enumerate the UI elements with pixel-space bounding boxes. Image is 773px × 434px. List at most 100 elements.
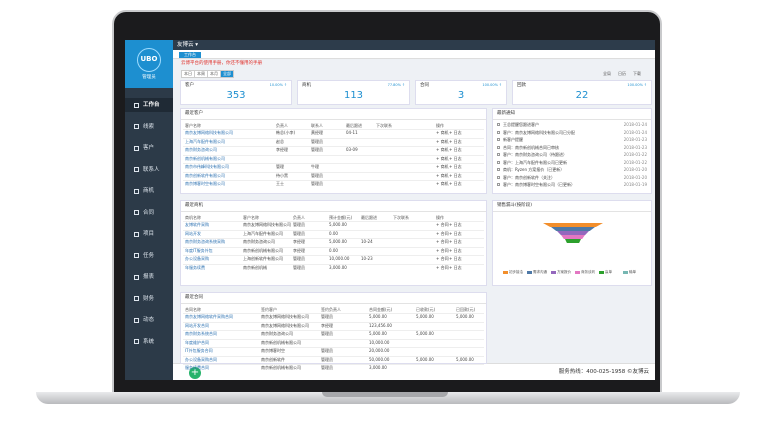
action[interactable]: + 日志 xyxy=(449,147,462,152)
menu-item[interactable]: 任务 xyxy=(143,252,155,259)
tool[interactable]: 下载 xyxy=(633,71,641,76)
cell[interactable]: 年度维护合同 xyxy=(185,339,209,345)
filter[interactable]: 本周 xyxy=(194,70,208,78)
add-button[interactable]: + xyxy=(189,367,201,379)
action[interactable]: + 日志 xyxy=(449,264,462,270)
action[interactable]: + 商机 xyxy=(436,130,449,135)
notice-text[interactable]: 客户：南京友博网络科技有限公司已分配 xyxy=(503,129,575,135)
notice-text[interactable]: 客户：南京博客时空有限公司（已更新） xyxy=(503,182,575,187)
checkbox[interactable] xyxy=(497,138,500,141)
filter[interactable]: 本月 xyxy=(207,70,221,78)
cell[interactable]: 上海汽车配件有限公司 xyxy=(185,138,225,144)
cell[interactable]: 年服务续费 xyxy=(185,264,205,270)
action[interactable]: + 日志 xyxy=(449,222,462,227)
menu-item[interactable]: 合同 xyxy=(143,209,155,216)
checkbox[interactable] xyxy=(497,175,500,179)
tool[interactable]: 全局 xyxy=(603,71,611,76)
action[interactable]: + 日志 xyxy=(449,172,462,178)
cell[interactable]: IT外包服务合同 xyxy=(185,348,213,353)
notice-text[interactable]: 合同：南京新创机械合同已审核 xyxy=(503,144,559,150)
action[interactable]: + 日志 xyxy=(449,181,462,186)
menu-item[interactable]: 报表 xyxy=(143,274,155,280)
notice-date: 2018-01-19 xyxy=(623,182,647,187)
action[interactable]: + 日志 xyxy=(449,230,462,236)
menu-item[interactable]: 财务 xyxy=(143,295,155,302)
notice-text[interactable]: 商机：Ryzen 方案报价（已更新） xyxy=(503,167,565,172)
menu-item[interactable]: 商机 xyxy=(143,188,155,194)
cell[interactable]: 南京新创机械有限公司 xyxy=(185,155,225,161)
menu-item[interactable]: 联系人 xyxy=(143,166,160,173)
action[interactable]: + 商机 xyxy=(436,181,449,186)
menu-item[interactable]: 动态 xyxy=(143,317,155,323)
action[interactable]: + 合同 xyxy=(436,264,449,270)
notice[interactable]: 云博平台的使用手册，你还不懂用的手册 xyxy=(181,61,262,66)
cell[interactable]: 南京财务咨询系统采购 xyxy=(185,239,225,244)
cell: 管理员 xyxy=(321,356,333,362)
action[interactable]: + 日志 xyxy=(449,247,462,253)
action[interactable]: + 商机 xyxy=(436,138,449,144)
cell[interactable]: 网站开发合同 xyxy=(185,322,209,328)
checkbox[interactable] xyxy=(497,130,500,134)
notice-text[interactable]: 王总提醒您跟进客户 xyxy=(503,122,539,127)
cell[interactable]: 南京财务系统合同 xyxy=(185,331,217,336)
stat-rate: 100.00% ↑ xyxy=(627,83,647,87)
checkbox[interactable] xyxy=(497,153,500,156)
action[interactable]: + 日志 xyxy=(449,155,462,161)
notice-text[interactable]: 客户：南京财务咨询公司（待跟进） xyxy=(503,152,567,157)
menu-item[interactable]: 项目 xyxy=(143,231,155,237)
action[interactable]: + 合同 xyxy=(436,247,449,253)
cell[interactable]: 年度IT服务外包 xyxy=(185,247,213,253)
cell: 南京友博网络科技有限公司 xyxy=(243,222,291,227)
checkbox[interactable] xyxy=(497,160,500,164)
cell[interactable]: 南京博客时空有限公司 xyxy=(185,181,225,186)
cell[interactable]: 南京友博网络科技有限公司 xyxy=(185,130,233,135)
action[interactable]: + 商机 xyxy=(436,172,449,178)
checkbox[interactable] xyxy=(497,168,500,171)
action[interactable]: + 合同 xyxy=(436,222,449,227)
filter[interactable]: 本日 xyxy=(181,70,195,78)
tab[interactable]: 工作台 xyxy=(179,51,201,58)
menu-item[interactable]: 客户 xyxy=(143,145,155,151)
action[interactable]: + 日志 xyxy=(449,164,462,169)
notice-text[interactable]: 新客户提醒 xyxy=(503,137,523,142)
checkbox[interactable] xyxy=(497,123,500,126)
notice-text[interactable]: 客户：南京创新软件（关注） xyxy=(503,174,555,180)
checkbox[interactable] xyxy=(497,145,500,149)
menu-item[interactable]: 系统 xyxy=(143,338,155,345)
menu-icon xyxy=(134,253,139,258)
cell[interactable]: 办公设备采购 xyxy=(185,256,209,261)
menu-item[interactable]: 线索 xyxy=(143,123,155,130)
menu-icon xyxy=(134,231,139,237)
action[interactable]: + 日志 xyxy=(449,256,462,261)
action[interactable]: + 日志 xyxy=(449,130,462,135)
action[interactable]: + 日志 xyxy=(449,138,462,144)
cell[interactable]: 办公设备采购合同 xyxy=(185,356,217,362)
legend-label: 初步接洽 xyxy=(509,269,523,274)
action[interactable]: + 合同 xyxy=(436,256,449,261)
checkbox[interactable] xyxy=(497,183,500,186)
cell: 上海创新软件有限公司 xyxy=(243,256,283,261)
filter[interactable]: 全部 xyxy=(220,70,234,78)
cell[interactable]: 服务续费合同 xyxy=(185,365,209,370)
cell: 5,000.00 xyxy=(329,239,347,244)
legend-swatch xyxy=(503,271,508,274)
action[interactable]: + 合同 xyxy=(436,239,449,244)
cell[interactable]: 南京市伟峰科技有限公司 xyxy=(185,164,229,169)
cell: 5,000.00 xyxy=(416,314,434,319)
brand[interactable]: 友博云 ▾ xyxy=(177,41,199,48)
tool[interactable]: 日历 xyxy=(618,71,626,76)
menu-item[interactable]: 工作台 xyxy=(143,102,160,108)
cell[interactable]: 友博软件采购 xyxy=(185,222,209,227)
cell: 20,000.00 xyxy=(369,348,390,353)
action[interactable]: + 合同 xyxy=(436,230,449,236)
cell[interactable]: 南京友博网络软件采购合同 xyxy=(185,314,233,319)
row-line xyxy=(183,321,484,322)
cell[interactable]: 南京创新软件有限公司 xyxy=(185,172,225,178)
action[interactable]: + 日志 xyxy=(449,239,462,244)
action[interactable]: + 商机 xyxy=(436,164,449,169)
cell[interactable]: 南京财务咨询公司 xyxy=(185,147,217,152)
action[interactable]: + 商机 xyxy=(436,147,449,152)
notice-text[interactable]: 客户：上海汽车配件有限公司已更新 xyxy=(503,159,567,165)
cell[interactable]: 网站开发 xyxy=(185,230,201,236)
action[interactable]: + 商机 xyxy=(436,155,449,161)
